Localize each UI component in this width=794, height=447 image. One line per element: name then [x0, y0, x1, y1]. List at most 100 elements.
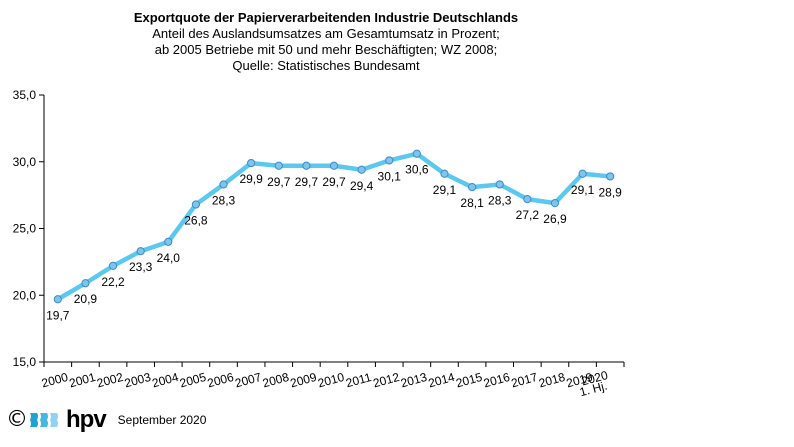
data-label: 28,3	[212, 193, 236, 207]
data-label: 24,0	[157, 251, 181, 265]
data-label: 27,2	[516, 208, 540, 222]
chart-subtitle-line-1: Anteil des Auslandsumsatzes am Gesamtums…	[152, 26, 500, 41]
x-tick-label-text: 2014	[427, 370, 457, 391]
data-label: 29,9	[239, 172, 263, 186]
data-label: 20,9	[74, 292, 98, 306]
data-label: 28,9	[599, 185, 623, 199]
x-tick-label: 2001	[68, 370, 98, 391]
data-point-marker	[495, 180, 504, 189]
x-tick-label: 2018	[537, 370, 567, 391]
x-tick-label-text: 2010	[316, 370, 346, 391]
x-tick-label: 2004	[151, 370, 181, 391]
x-tick-label-text: 2019	[565, 370, 595, 391]
x-tick-label: 2005	[178, 370, 208, 391]
x-tick-label-text: 2011	[344, 370, 373, 390]
data-point-marker	[53, 295, 62, 304]
data-label: 30,1	[378, 169, 402, 183]
x-tick-label: 2017	[510, 370, 540, 391]
x-tick-label-text: 2015	[454, 370, 484, 391]
x-tick-label: 2002	[95, 370, 125, 391]
data-label: 30,6	[405, 163, 429, 177]
x-axis-ticks: 2000200120022003200420052006200720082009…	[40, 362, 625, 399]
hpv-logo-mark-icon	[30, 413, 58, 427]
data-point-marker	[412, 149, 421, 158]
x-tick-label: 2016	[482, 370, 512, 391]
x-tick-label-text: 2001	[68, 370, 98, 391]
footer: © hpv September 2020	[6, 408, 206, 432]
data-label: 29,1	[433, 183, 457, 197]
x-tick-label: 2011	[344, 370, 373, 390]
data-label: 28,1	[460, 196, 484, 210]
x-tick-label-text: 2007	[233, 370, 263, 391]
x-tick-label-text: 2012	[371, 370, 401, 391]
axes	[43, 95, 624, 363]
data-label: 23,3	[129, 260, 153, 274]
data-point-marker	[385, 156, 394, 165]
data-point-marker	[108, 261, 118, 270]
x-tick-label: 2009	[289, 370, 319, 391]
x-tick-label-text: 2008	[261, 370, 291, 391]
data-point-marker	[578, 169, 587, 178]
data-point-marker	[164, 237, 173, 246]
x-tick-label: 2000	[40, 370, 70, 391]
x-tick-label: 2013	[399, 370, 429, 391]
x-tick-label: 2006	[206, 370, 236, 391]
data-point-marker	[219, 180, 228, 189]
chart-title: Exportquote der Papierverarbeitenden Ind…	[133, 10, 519, 25]
data-label: 29,1	[571, 183, 595, 197]
y-tick-label: 20,0	[13, 288, 37, 302]
data-label: 29,4	[350, 179, 374, 193]
data-point-marker	[467, 183, 477, 192]
data-point-marker	[302, 161, 311, 170]
x-tick-label: 2014	[427, 370, 457, 391]
x-tick-label: 2008	[261, 370, 291, 391]
data-point-marker	[274, 161, 283, 170]
y-axis-ticks: 15,0 20,0 25,0 30,0 35,0	[13, 88, 44, 369]
copyright-symbol: ©	[6, 407, 28, 432]
x-tick-label: 2010	[316, 370, 346, 391]
data-point-marker	[357, 165, 366, 174]
y-tick-label: 35,0	[13, 88, 37, 102]
data-point-marker	[550, 199, 560, 208]
y-tick-label: 30,0	[13, 155, 37, 169]
data-labels: 19,7 20,922,2 23,3 24,0 26,8 28,329,9 29,7 29,7…	[46, 163, 622, 323]
x-tick-label-text: 2006	[206, 370, 236, 391]
hpv-logo-text: hpv	[66, 406, 107, 433]
x-tick-label: 2015	[454, 370, 484, 391]
x-tick-label-text: 2018	[537, 370, 567, 391]
x-tick-label: 2007	[233, 370, 263, 391]
data-point-marker	[606, 172, 615, 181]
data-label: 26,8	[184, 213, 208, 227]
y-tick-label: 25,0	[13, 222, 37, 236]
data-label: 26,9	[543, 212, 567, 226]
x-tick-label: 2012	[371, 370, 401, 391]
data-point-marker	[247, 158, 256, 168]
x-tick-label: 2019	[565, 370, 595, 391]
x-tick-label-text: 2004	[151, 370, 181, 391]
data-label: 22,2	[101, 275, 125, 289]
chart-subtitle-line-2: ab 2005 Betriebe mit 50 und mehr Beschäf…	[154, 42, 498, 57]
data-point-marker	[81, 279, 90, 288]
x-tick-label-text: 2017	[510, 370, 540, 391]
data-label: 19,7	[46, 308, 70, 322]
x-tick-label-text: 2016	[482, 370, 512, 391]
x-tick-label: 2003	[123, 370, 153, 391]
series-group	[53, 149, 615, 304]
chart-subtitle-line-3: Quelle: Statistisches Bundesamt	[232, 58, 420, 73]
footer-date: September 2020	[117, 413, 207, 427]
x-tick-label-text: 2002	[95, 370, 125, 391]
data-label: 29,7	[322, 175, 346, 189]
x-tick-label-line: 2020	[580, 368, 610, 389]
data-point-marker	[329, 161, 339, 170]
x-tick-label-text: 2003	[123, 370, 153, 391]
data-point-marker	[136, 247, 145, 256]
x-tick-label-text: 2009	[289, 370, 319, 391]
data-point-marker	[440, 169, 449, 178]
x-tick-label-text: 2000	[40, 370, 70, 391]
chart-titles: Exportquote der Papierverarbeitenden Ind…	[0, 10, 652, 74]
data-point-marker	[523, 195, 532, 204]
data-point-marker	[191, 200, 201, 209]
data-label: 29,7	[295, 175, 319, 189]
